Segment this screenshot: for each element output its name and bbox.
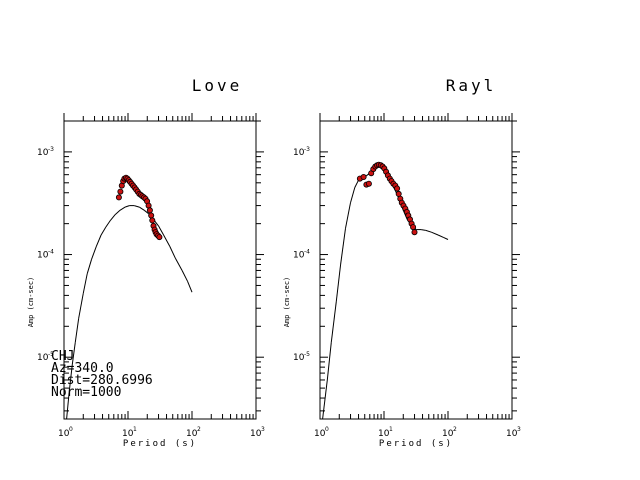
- rayl-x-tick-label: 10: [506, 429, 518, 439]
- love-data-point: [156, 234, 163, 241]
- rayl-curve-segment: [437, 234, 444, 238]
- rayl-data-point: [410, 224, 417, 231]
- rayl-curve-segment: [421, 229, 426, 231]
- love-station-annotation: Az=340.0: [51, 361, 114, 376]
- love-y-tick-exponent: -3: [48, 146, 54, 153]
- love-x-tick-label: 10: [58, 429, 70, 439]
- love-data-point: [146, 207, 153, 214]
- rayl-curve-segment: [350, 187, 356, 203]
- love-x-tick-label: 10: [122, 429, 134, 439]
- love-x-axis-label: Period (s): [123, 439, 197, 449]
- rayl-y-axis-label: Amp (cm-sec): [283, 277, 291, 328]
- rayl-data-point: [411, 229, 418, 236]
- love-curve-segment: [95, 234, 102, 247]
- love-data-point: [149, 217, 156, 224]
- rayl-y-tick-label: 10: [293, 148, 305, 158]
- love-curve-segment: [169, 246, 176, 259]
- rayl-plot-frame: [319, 120, 513, 420]
- rayl-curve-segment: [330, 301, 337, 343]
- rayl-x-tick-exponent: 2: [453, 426, 457, 433]
- rayl-y-tick-exponent: -3: [304, 146, 310, 153]
- love-curve-segment: [134, 205, 140, 208]
- rayl-x-tick-label: 10: [314, 429, 326, 439]
- love-curve-segment: [78, 293, 84, 319]
- rayl-x-tick-exponent: 3: [517, 426, 521, 433]
- rayl-x-tick-label: 10: [378, 429, 390, 439]
- rayl-x-axis-label: Period (s): [379, 439, 453, 449]
- love-station-annotation: Dist=280.6996: [51, 373, 153, 388]
- rayl-title: Rayl: [446, 76, 497, 95]
- love-curve-segment: [181, 270, 188, 282]
- rayl-model-curve: [322, 166, 449, 420]
- love-curve-segment: [124, 205, 130, 208]
- love-x-tick-exponent: 1: [133, 426, 137, 433]
- rayl-data-point: [365, 180, 372, 187]
- love-title: Love: [192, 76, 243, 95]
- love-curve-segment: [163, 234, 171, 247]
- rayl-x-tick-label: 10: [442, 429, 454, 439]
- love-curve-segment: [187, 281, 193, 293]
- love-curve-segment: [82, 273, 88, 294]
- love-curve-segment: [71, 342, 76, 365]
- love-y-tick-label: 10: [37, 148, 49, 158]
- rayl-curve-segment: [345, 202, 351, 229]
- rayl-curve-segment: [340, 228, 346, 265]
- rayl-x-tick-exponent: 0: [325, 426, 329, 433]
- love-station-annotation: Norm=1000: [51, 385, 121, 400]
- rayl-curve-segment: [335, 264, 342, 302]
- love-observed-points: [115, 174, 163, 241]
- love-data-point: [148, 212, 155, 219]
- rayl-y-tick-label: 10: [293, 251, 305, 261]
- love-curve-segment: [114, 209, 121, 215]
- love-x-tick-exponent: 0: [69, 426, 73, 433]
- rayl-curve-segment: [354, 179, 359, 188]
- love-x-tick-exponent: 2: [197, 426, 201, 433]
- rayl-curve-segment: [443, 236, 449, 240]
- rayl-y-tick-label: 10: [293, 353, 305, 363]
- love-y-tick-exponent: -5: [48, 351, 54, 358]
- love-curve-segment: [91, 246, 97, 260]
- love-curve-segment: [74, 318, 80, 343]
- rayl-data-point: [394, 185, 401, 192]
- rayl-curve-segment: [326, 342, 332, 381]
- love-y-tick-exponent: -4: [48, 249, 54, 256]
- rayl-curve-segment: [322, 379, 328, 420]
- love-curve-segment: [100, 226, 107, 236]
- love-data-point: [115, 194, 122, 201]
- rayl-x-tick-exponent: 1: [389, 426, 393, 433]
- love-y-axis-label: Amp (cm-sec): [27, 277, 35, 328]
- love-x-tick-exponent: 3: [261, 426, 265, 433]
- love-y-tick-label: 10: [37, 251, 49, 261]
- love-data-point: [117, 188, 124, 195]
- love-x-tick-label: 10: [186, 429, 198, 439]
- love-curve-segment: [174, 258, 183, 271]
- rayl-data-point: [360, 173, 367, 180]
- love-station-annotation: CHJ: [51, 349, 74, 364]
- rayl-curve-segment: [425, 229, 432, 233]
- love-curve-segment: [158, 225, 165, 236]
- love-curve-segment: [139, 206, 145, 211]
- love-curve-segment: [86, 259, 93, 274]
- rayl-y-tick-exponent: -4: [304, 249, 310, 256]
- rayl-curve-segment: [431, 231, 439, 236]
- love-curve-segment: [143, 209, 149, 215]
- love-curve-segment: [110, 214, 116, 221]
- love-curve-segment: [105, 220, 111, 228]
- love-curve-segment: [66, 392, 70, 420]
- love-y-tick-label: 10: [37, 353, 49, 363]
- love-x-tick-label: 10: [250, 429, 262, 439]
- love-curve-segment: [68, 364, 73, 393]
- rayl-observed-points: [356, 161, 418, 236]
- love-curve-segment: [119, 206, 126, 211]
- rayl-y-tick-exponent: -5: [304, 351, 310, 358]
